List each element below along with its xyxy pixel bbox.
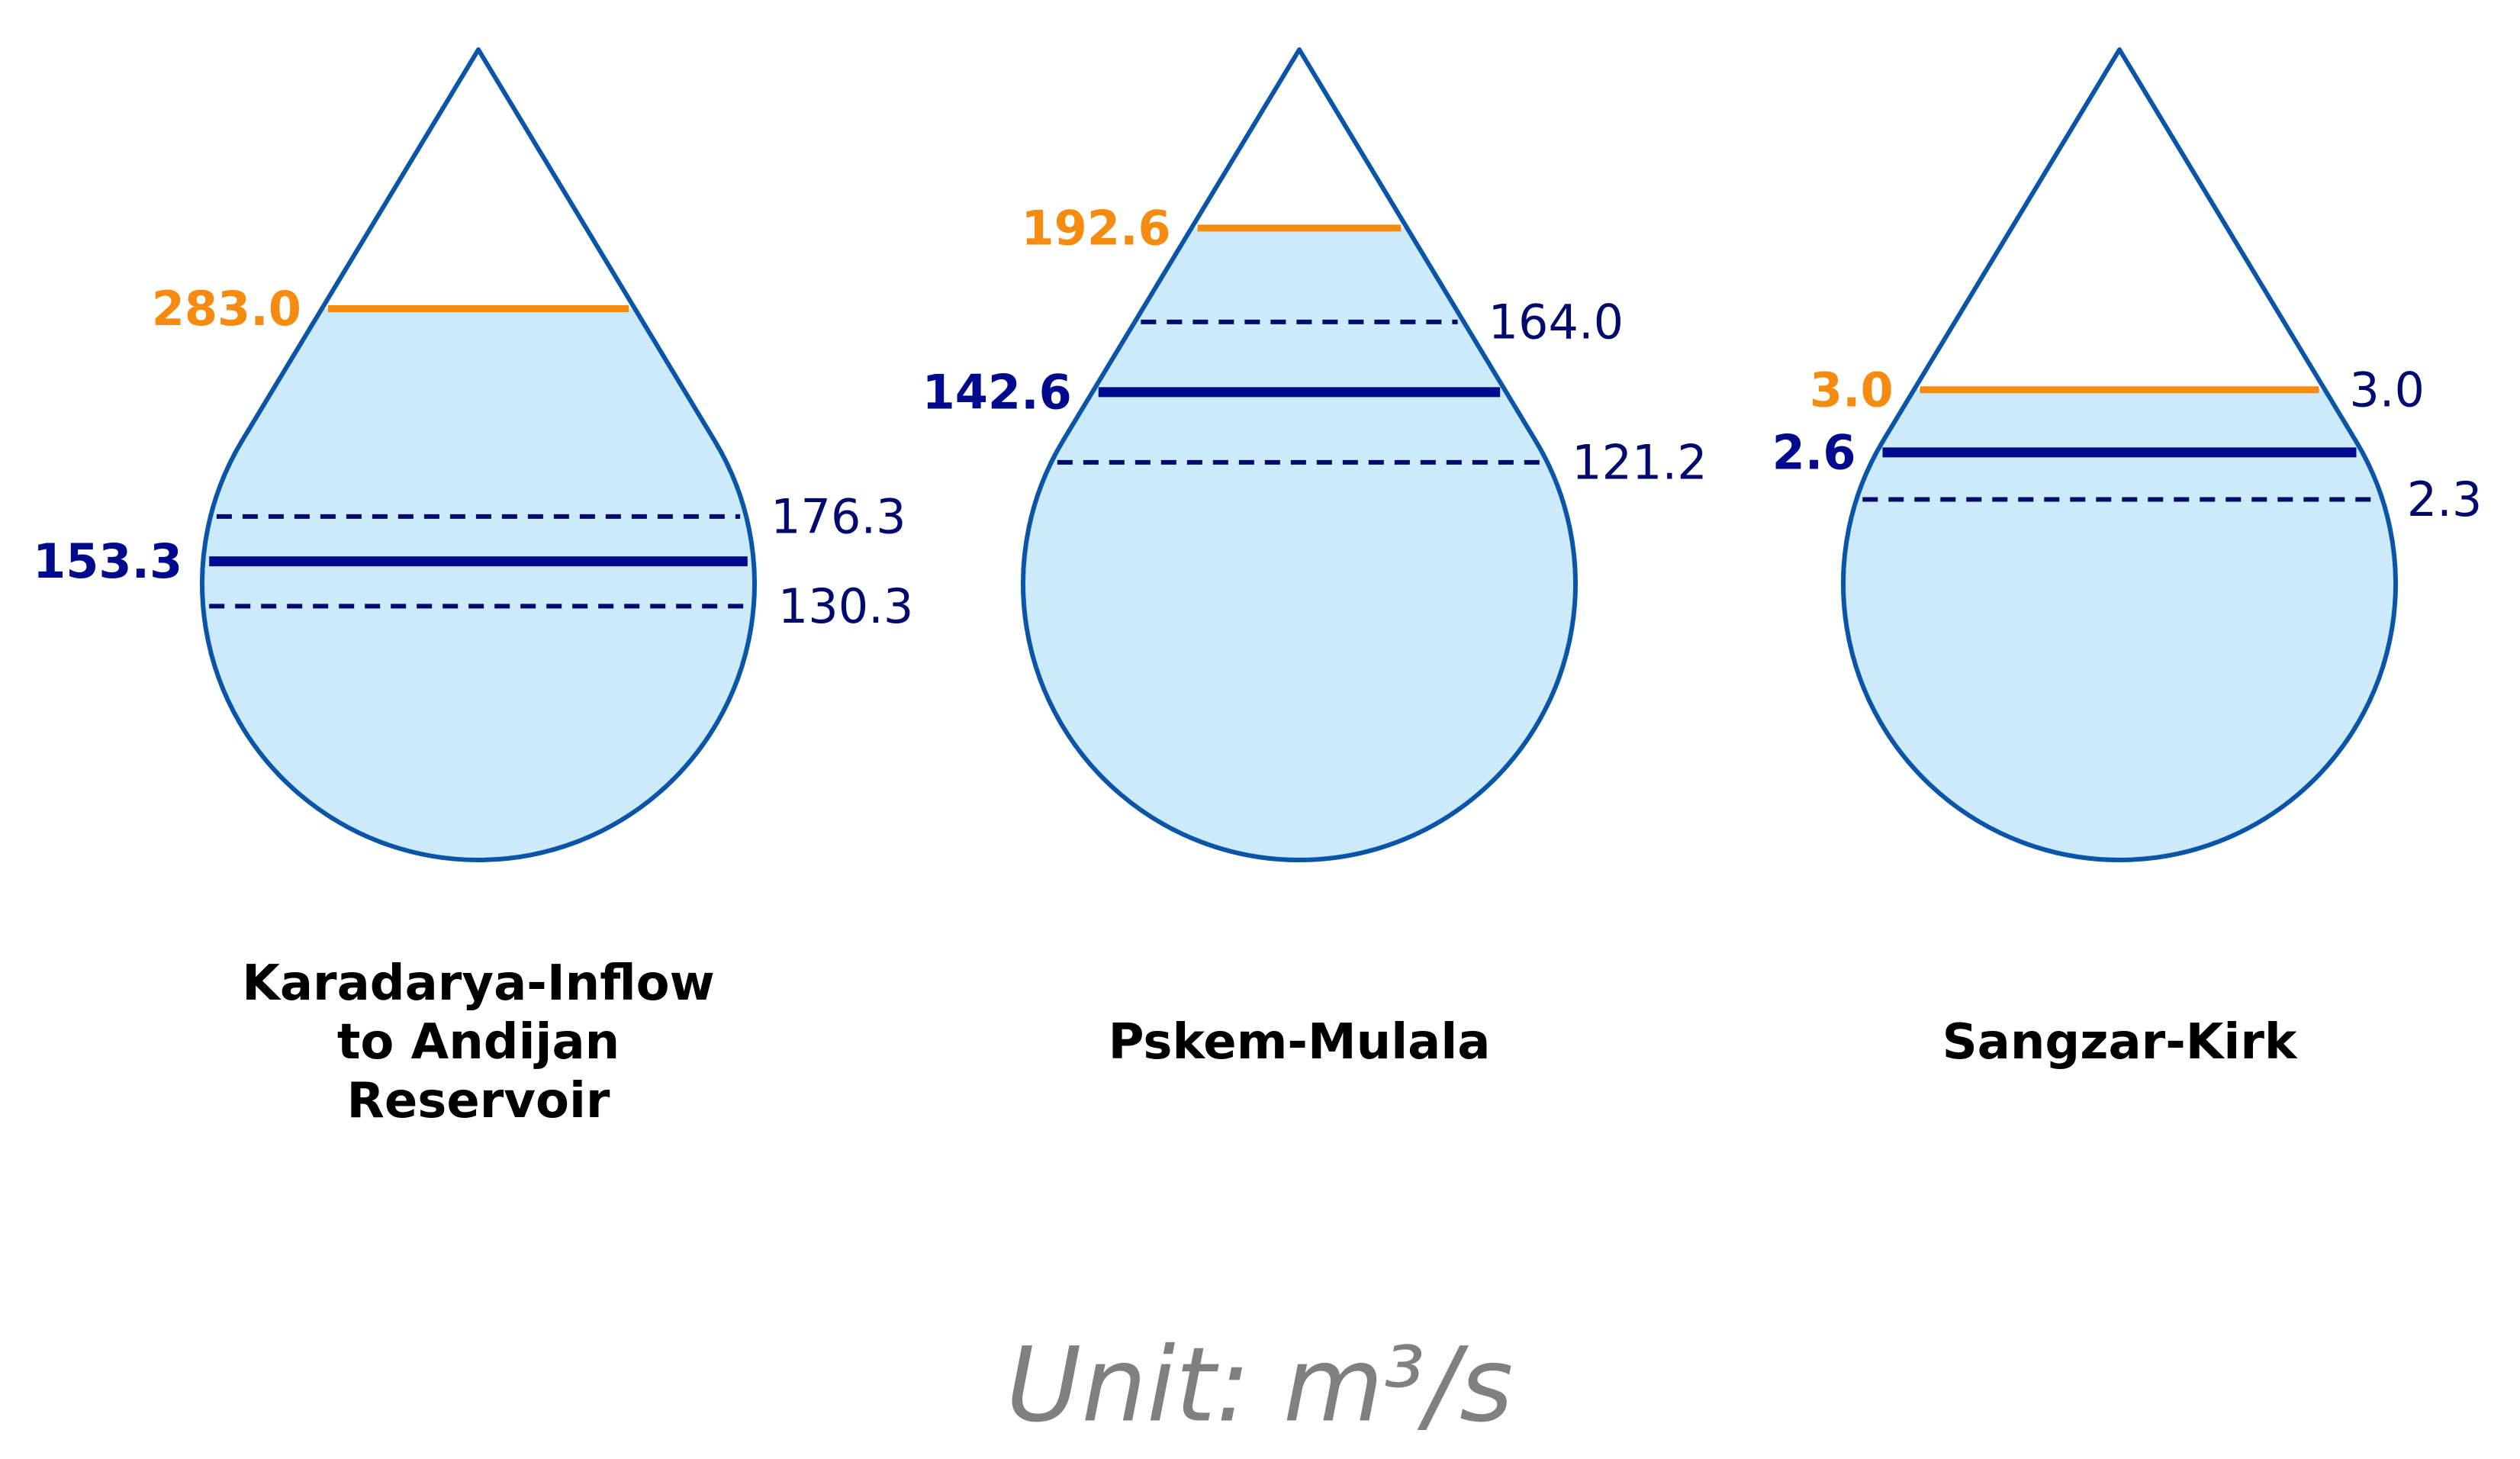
gauge-title: Reservoir — [347, 1073, 610, 1129]
drop-outline — [200, 47, 757, 862]
mean-value-label: 142.6 — [922, 364, 1072, 420]
gauge-title: Pskem-Mulala — [1109, 1014, 1491, 1071]
water-fill — [1843, 389, 2396, 860]
upper-value-label: 3.0 — [2349, 362, 2425, 417]
drop-gauge: 3.0 2.6 3.0 2.3 Sangzar-Kirk — [1772, 47, 2483, 1071]
lower-value-label: 130.3 — [778, 578, 914, 634]
unit-label: Unit: m³/s — [1006, 1325, 1514, 1445]
gauge-title: Karadarya-Inflow — [242, 955, 714, 1012]
drop-gauge: 192.6 142.6 164.0 121.2 Pskem-Mulala — [922, 47, 1707, 1071]
current-value-label: 283.0 — [152, 281, 301, 337]
drop-outline — [1021, 47, 1578, 862]
mean-value-label: 153.3 — [33, 533, 182, 589]
upper-value-label: 176.3 — [771, 488, 906, 544]
current-value-label: 3.0 — [1810, 362, 1894, 417]
gauge-title: to Andijan — [337, 1014, 620, 1071]
lower-value-label: 121.2 — [1572, 434, 1707, 490]
gauge-title: Sangzar-Kirk — [1942, 1014, 2298, 1071]
lower-value-label: 2.3 — [2407, 472, 2483, 527]
mean-value-label: 2.6 — [1772, 424, 1856, 480]
current-value-label: 192.6 — [1022, 200, 1171, 256]
drop-outline — [1841, 47, 2398, 862]
water-fill — [201, 308, 755, 861]
upper-value-label: 164.0 — [1489, 294, 1624, 349]
